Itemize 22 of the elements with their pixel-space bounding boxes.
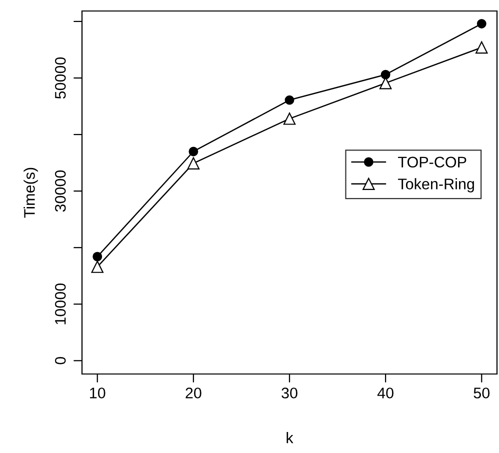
point (284, 95, 294, 105)
point (283, 112, 296, 125)
point (380, 70, 390, 80)
y-tick-label: 50000 (54, 57, 66, 99)
point (91, 260, 104, 273)
x-tick-label: 50 (474, 388, 490, 398)
x-tick-label: 30 (282, 388, 298, 398)
point (476, 19, 486, 28)
y-axis-title: Time(s) (24, 168, 38, 218)
point (92, 252, 102, 262)
x-tick-label: 20 (186, 388, 202, 398)
legend-label: Token-Ring (398, 178, 474, 192)
x-tick-label: 10 (90, 388, 106, 398)
point (187, 157, 200, 170)
legend-label: TOP-COP (398, 156, 466, 168)
x-axis-title: k (286, 432, 294, 444)
point (188, 146, 198, 156)
point (476, 41, 488, 54)
y-tick-label: 10000 (54, 283, 66, 324)
y-tick-label: 0 (54, 357, 66, 364)
x-tick-label: 40 (377, 388, 394, 398)
y-tick-label: 30000 (54, 170, 66, 212)
